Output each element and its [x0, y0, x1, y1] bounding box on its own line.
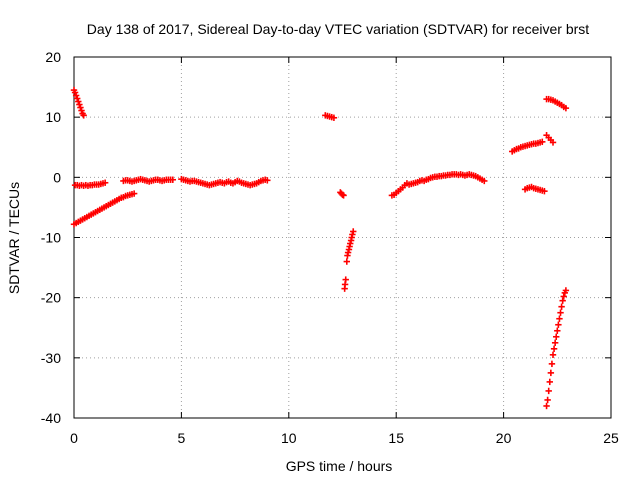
data-point — [541, 187, 548, 195]
data-point — [555, 321, 562, 328]
data-point — [343, 258, 350, 265]
data-point — [548, 360, 556, 368]
data-point — [559, 297, 566, 304]
data-point — [481, 177, 488, 185]
y-axis-label: SDTVAR / TECUs — [6, 182, 22, 294]
data-point — [169, 176, 177, 183]
data-point — [547, 369, 555, 377]
data-point — [557, 309, 564, 316]
data-point — [350, 228, 357, 235]
series-near-zero-late — [178, 175, 271, 189]
series-near-zero-early — [71, 179, 109, 189]
data-point — [554, 327, 561, 334]
x-tick-label: 20 — [496, 430, 512, 446]
x-tick-label: 15 — [388, 430, 404, 446]
series-descent-start — [70, 86, 87, 119]
data-point — [71, 89, 79, 96]
data-point — [545, 387, 552, 395]
data-point — [330, 114, 338, 121]
x-tick-label: 25 — [603, 430, 619, 446]
series-steep-rise — [543, 287, 570, 410]
y-tick-label: -30 — [41, 350, 61, 366]
data-point — [76, 101, 83, 108]
data-point — [539, 138, 546, 146]
data-point — [551, 339, 559, 346]
data-point — [349, 231, 356, 238]
series-isolated-high — [322, 112, 338, 121]
series-sharp-rise — [341, 228, 357, 292]
data-point — [72, 92, 80, 99]
data-marks — [70, 86, 570, 410]
series-isolated-dip — [337, 189, 347, 199]
data-point — [546, 378, 553, 386]
series-hump — [388, 171, 488, 199]
axis-ticks — [73, 56, 612, 419]
data-point — [550, 345, 558, 353]
series-late-dip — [521, 183, 548, 195]
y-tick-label: 20 — [45, 49, 61, 65]
data-point — [344, 249, 352, 256]
data-point — [543, 402, 550, 410]
x-axis-label: GPS time / hours — [286, 458, 393, 474]
data-point — [74, 95, 81, 102]
y-tick-label: -10 — [41, 230, 61, 246]
chart-title: Day 138 of 2017, Sidereal Day-to-day VTE… — [87, 21, 589, 37]
y-tick-label: 10 — [45, 109, 61, 125]
x-tick-label: 0 — [70, 430, 78, 446]
tick-labels: 0 5 10 15 20 25 -40 -30 -20 -10 0 10 20 — [41, 49, 619, 446]
data-point — [544, 396, 551, 404]
data-point — [347, 240, 354, 247]
data-point — [75, 98, 82, 105]
data-point — [556, 315, 563, 322]
data-point — [80, 112, 87, 119]
data-point — [562, 104, 570, 112]
data-point — [562, 287, 570, 294]
series-near-zero-mid — [120, 175, 177, 185]
data-point — [130, 190, 138, 197]
data-point — [558, 303, 565, 310]
series-late-jump — [543, 132, 557, 146]
y-tick-label: -40 — [41, 410, 61, 426]
data-point — [549, 139, 557, 146]
data-point — [560, 293, 567, 300]
x-tick-label: 5 — [178, 430, 186, 446]
series-late-positive — [508, 138, 546, 155]
data-point — [101, 179, 109, 186]
series-late-high — [543, 95, 570, 112]
data-point — [342, 276, 349, 283]
x-tick-label: 10 — [281, 430, 297, 446]
data-point — [340, 192, 347, 199]
y-tick-label: 0 — [53, 169, 61, 185]
data-point — [553, 333, 560, 340]
y-tick-label: -20 — [41, 290, 61, 306]
data-point — [78, 107, 85, 114]
series-rising-start — [70, 190, 138, 228]
data-point — [264, 177, 271, 184]
data-point — [549, 351, 557, 359]
grid-lines — [74, 57, 611, 418]
data-point — [77, 104, 84, 111]
